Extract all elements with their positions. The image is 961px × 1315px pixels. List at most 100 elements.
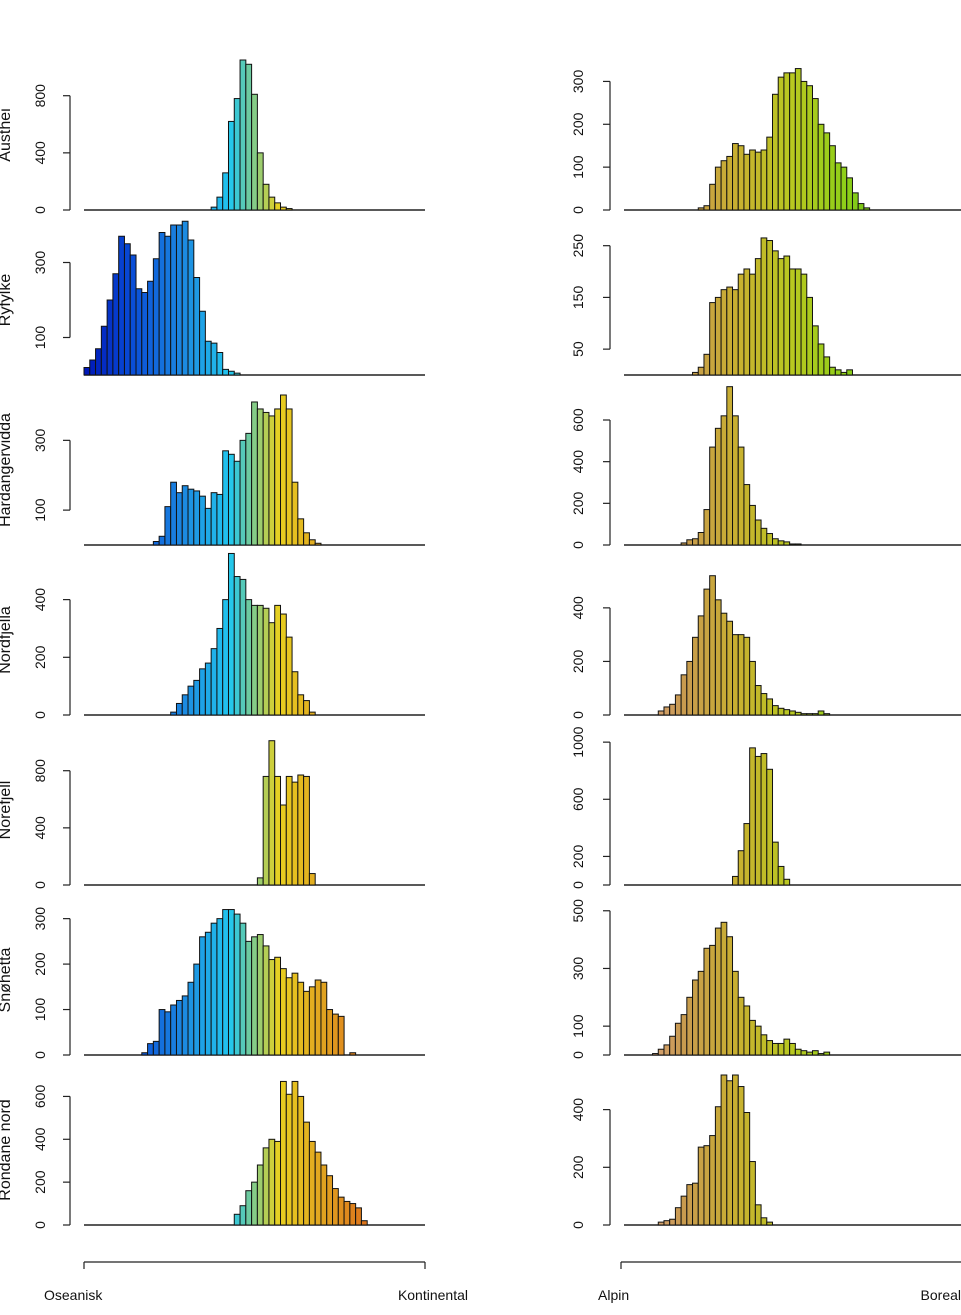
bar [772, 705, 779, 716]
y-tick-label: 150 [570, 286, 586, 310]
bar [227, 453, 235, 546]
y-tick-label: 200 [32, 645, 48, 669]
bar [806, 1051, 813, 1056]
bar [657, 710, 665, 716]
bar [251, 936, 258, 1056]
bar [297, 1095, 305, 1226]
bar [337, 1015, 345, 1056]
bar [280, 394, 287, 546]
bar [326, 1009, 334, 1056]
bar [686, 1184, 694, 1226]
y-tick-label: 400 [32, 1127, 48, 1151]
bar [737, 634, 745, 716]
bar [760, 1217, 768, 1226]
bar [697, 615, 705, 716]
histogram-right-4: 0 200 400 [570, 575, 961, 719]
bar [297, 694, 305, 716]
bar [720, 289, 728, 376]
bar [703, 1145, 711, 1226]
bar [686, 996, 694, 1056]
y-tick-label: 500 [570, 899, 586, 923]
histogram-left-7: 0 200 400 600 Rondane nord [0, 1080, 425, 1229]
bar [291, 781, 299, 886]
bar [297, 774, 305, 886]
bar [714, 166, 722, 211]
bar [285, 775, 293, 886]
bar [669, 1218, 676, 1226]
bar [360, 1220, 368, 1226]
bar [800, 273, 808, 376]
bar [308, 711, 316, 716]
bar [175, 702, 183, 716]
bar [846, 369, 853, 376]
bar [806, 85, 813, 211]
bar [726, 286, 734, 376]
bar [692, 979, 699, 1056]
bar [245, 432, 253, 546]
bar [222, 599, 229, 716]
bar [754, 685, 762, 716]
y-tick-label: 400 [32, 588, 48, 612]
bar [789, 268, 796, 376]
bar [703, 509, 711, 546]
x-left-label: Oseanisk [44, 1287, 103, 1303]
bar [709, 446, 716, 546]
bar [806, 713, 813, 716]
bar [743, 823, 751, 886]
bar [308, 539, 316, 546]
bar [158, 232, 166, 376]
histogram-left-4: 0 200 400 Nordfjella [0, 552, 425, 719]
bar [789, 72, 796, 211]
bar [274, 202, 282, 211]
bar [777, 76, 785, 211]
y-tick-label: 250 [570, 234, 586, 258]
bar [164, 235, 172, 376]
bar [737, 446, 745, 546]
bar [732, 143, 739, 211]
bar [216, 627, 224, 716]
bar [193, 679, 201, 716]
bar [297, 518, 305, 546]
bar [703, 353, 711, 376]
bar [669, 1035, 676, 1056]
bar [709, 1135, 716, 1226]
bar [714, 927, 722, 1056]
bar [823, 356, 831, 376]
y-tick-label: 200 [570, 650, 586, 674]
bar [743, 484, 751, 546]
bar [239, 1205, 247, 1226]
y-tick-label: 50 [570, 341, 586, 357]
bar [743, 153, 751, 211]
bar [256, 604, 264, 716]
bar [652, 1053, 659, 1056]
bar [714, 599, 722, 716]
bar [760, 753, 768, 886]
bar [846, 177, 853, 211]
bar [766, 533, 774, 546]
bar [697, 1146, 705, 1226]
histogram-right-7: 0 200 400 [570, 1074, 961, 1229]
bar [732, 1074, 739, 1226]
bar [181, 694, 189, 716]
bar [840, 371, 848, 376]
bar [823, 132, 831, 211]
bar [760, 237, 768, 376]
bar [210, 492, 218, 546]
bar [268, 1138, 276, 1226]
bar [227, 909, 235, 1056]
bar [783, 878, 791, 886]
bar [187, 981, 195, 1056]
bar [857, 203, 865, 211]
bar [291, 481, 299, 546]
bar [766, 136, 774, 211]
bar [754, 258, 762, 376]
bar [193, 490, 201, 546]
bar [754, 519, 762, 546]
bar [692, 636, 699, 716]
bar [337, 1196, 345, 1226]
bar [118, 235, 125, 376]
bar [720, 612, 728, 716]
bar [674, 1022, 682, 1056]
bar [158, 1009, 166, 1056]
row-label: Austhei [0, 108, 14, 161]
